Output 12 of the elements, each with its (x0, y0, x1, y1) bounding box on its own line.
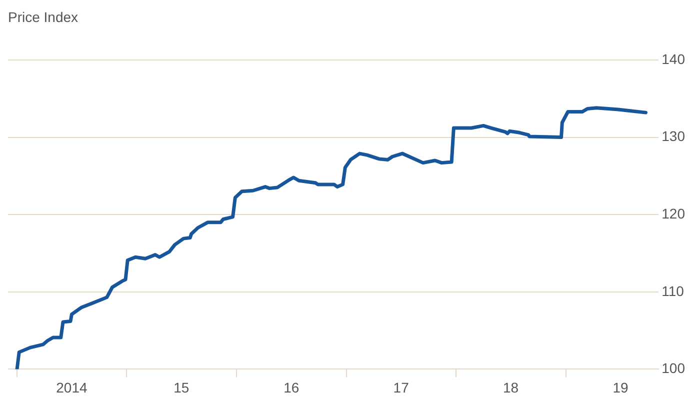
x-tick-label: 16 (284, 379, 300, 396)
x-tick-label: 18 (502, 379, 519, 396)
y-tick-label: 140 (662, 50, 686, 67)
x-tick-label: 2014 (56, 379, 88, 396)
x-tick-label: 19 (612, 379, 628, 396)
y-tick-label: 110 (662, 282, 684, 299)
x-tick-label: 17 (393, 379, 410, 396)
y-tick-label: 130 (662, 128, 686, 144)
x-tick-label: 15 (174, 379, 190, 396)
chart-title: Price Index (8, 8, 80, 27)
y-tick-label: 100 (662, 360, 686, 376)
y-tick-label: 120 (662, 205, 686, 222)
